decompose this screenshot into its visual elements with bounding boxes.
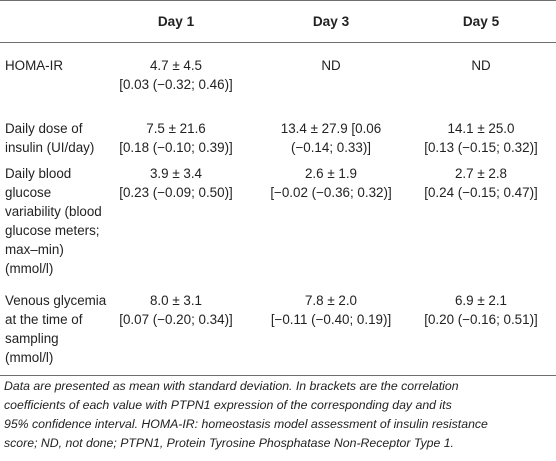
cell-value: 2.7 ± 2.8 <box>454 165 508 181</box>
row-label-line: sampling <box>5 330 59 346</box>
cell-day-3: 13.4 ± 27.9 [0.06 (−0.14; 0.33)] <box>256 119 406 164</box>
row-label-line: (mmol/l) <box>5 260 54 276</box>
table-row: Venous glycemia at the time of sampling … <box>0 288 556 376</box>
row-label-line: HOMA-IR <box>5 58 64 73</box>
cell-value: 7.5 ± 21.6 <box>146 120 206 136</box>
footnote-line: score; ND, not done; PTPN1, Protein Tyro… <box>4 436 454 450</box>
row-label-line: Venous glycemia <box>5 292 107 308</box>
cell-correlation: (−0.14; 0.33)] <box>290 139 372 155</box>
row-label: Daily dose of insulin (UI/day) <box>0 119 96 164</box>
header-cell-blank <box>0 0 96 43</box>
row-label-line: at the time of <box>5 311 83 327</box>
cell-value: ND <box>471 58 491 73</box>
cell-day-3: ND <box>256 43 406 119</box>
cell-correlation: [−0.11 (−0.40; 0.19)] <box>270 311 392 327</box>
table-row: Daily blood glucose variability (blood g… <box>0 164 556 289</box>
cell-value: 3.9 ± 3.4 <box>149 165 203 181</box>
table-row: Daily dose of insulin (UI/day) 7.5 ± 21.… <box>0 119 556 164</box>
cell-correlation: [0.23 (−0.09; 0.50)] <box>119 184 233 200</box>
row-label-line: glucose meters; <box>5 222 100 238</box>
cell-value: ND <box>321 58 341 73</box>
cell-day-1: 8.0 ± 3.1 [0.07 (−0.20; 0.34)] <box>96 288 256 376</box>
row-label-line: max–min) <box>5 241 64 257</box>
row-label-line: variability (blood <box>5 203 102 219</box>
cell-correlation: [0.20 (−0.16; 0.51)] <box>424 311 538 327</box>
header-row: Day 1 Day 3 Day 5 <box>0 0 556 43</box>
cell-day-1: 7.5 ± 21.6 [0.18 (−0.10; 0.39)] <box>96 119 256 164</box>
cell-day-5: 2.7 ± 2.8 [0.24 (−0.15; 0.47)] <box>406 164 556 289</box>
table-footnote: Data are presented as mean with standard… <box>4 377 552 453</box>
cell-correlation: [0.13 (−0.15; 0.32)] <box>424 139 538 155</box>
row-label-line: Daily dose of <box>5 120 83 136</box>
cell-day-1: 3.9 ± 3.4 [0.23 (−0.09; 0.50)] <box>96 164 256 289</box>
cell-day-3: 7.8 ± 2.0 [−0.11 (−0.40; 0.19)] <box>256 288 406 376</box>
data-table: Day 1 Day 3 Day 5 HOMA-IR 4.7 ± 4.5 [0.0… <box>0 0 556 376</box>
cell-value: 7.8 ± 2.0 <box>304 292 358 308</box>
cell-value: 2.6 ± 1.9 <box>304 165 358 181</box>
footnote-line: coefficients of each value with PTPN1 ex… <box>4 398 452 412</box>
row-label-line: Daily blood <box>5 165 72 181</box>
row-label-line: glucose <box>5 184 52 200</box>
table-row: HOMA-IR 4.7 ± 4.5 [0.03 (−0.32; 0.46)] N… <box>0 43 556 119</box>
cell-value: 4.7 ± 4.5 <box>149 58 203 73</box>
header-cell-day-3: Day 3 <box>256 0 406 43</box>
cell-correlation: [0.18 (−0.10; 0.39)] <box>119 139 233 155</box>
cell-correlation: [0.07 (−0.20; 0.34)] <box>119 311 233 327</box>
header-cell-day-5: Day 5 <box>406 0 556 43</box>
header-cell-day-1: Day 1 <box>96 0 256 43</box>
row-label-line: insulin (UI/day) <box>5 139 95 155</box>
cell-value: 14.1 ± 25.0 <box>447 120 515 136</box>
footnote-line: Data are presented as mean with standard… <box>4 379 459 393</box>
cell-value: 8.0 ± 3.1 <box>149 292 203 308</box>
cell-value: 13.4 ± 27.9 [0.06 <box>280 120 382 136</box>
cell-correlation: [0.24 (−0.15; 0.47)] <box>424 184 538 200</box>
row-label-line: (mmol/l) <box>5 349 54 365</box>
cell-day-5: 14.1 ± 25.0 [0.13 (−0.15; 0.32)] <box>406 119 556 164</box>
row-label: Venous glycemia at the time of sampling … <box>0 288 107 376</box>
footnote-line: 95% confidence interval. HOMA-IR: homeos… <box>4 417 488 431</box>
cell-correlation: [0.03 (−0.32; 0.46)] <box>119 77 233 92</box>
cell-day-5: 6.9 ± 2.1 [0.20 (−0.16; 0.51)] <box>406 288 556 376</box>
cell-correlation: [−0.02 (−0.36; 0.32)] <box>270 184 392 200</box>
cell-day-1: 4.7 ± 4.5 [0.03 (−0.32; 0.46)] <box>96 43 256 119</box>
row-label: Daily blood glucose variability (blood g… <box>0 164 102 289</box>
cell-value: 6.9 ± 2.1 <box>454 292 508 308</box>
cell-day-3: 2.6 ± 1.9 [−0.02 (−0.36; 0.32)] <box>256 164 406 289</box>
row-label: HOMA-IR <box>0 43 96 119</box>
cell-day-5: ND <box>406 43 556 119</box>
